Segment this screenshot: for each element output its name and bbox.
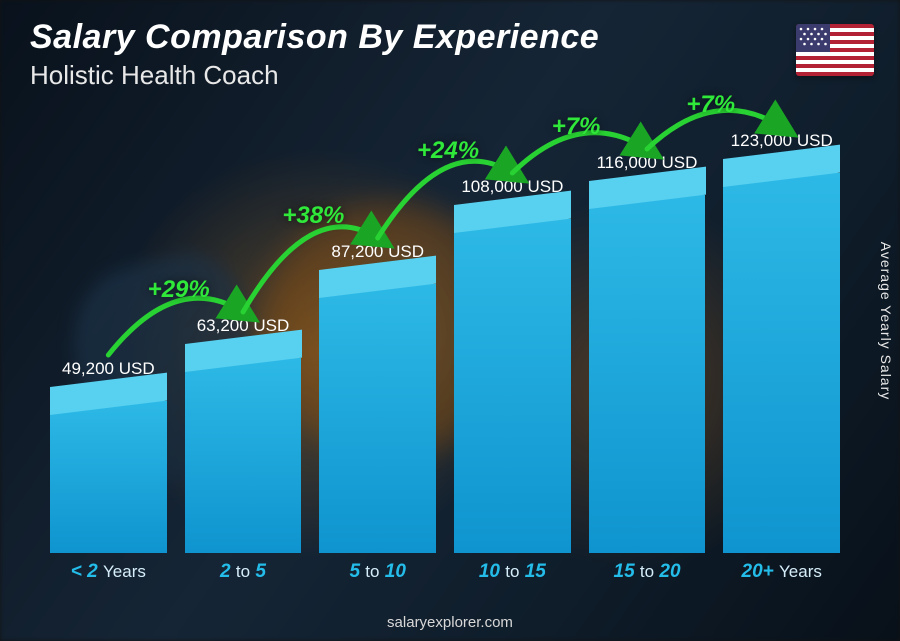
bar-0: 49,200 USD< 2 Years — [50, 359, 167, 553]
salary-bar-chart: 49,200 USD< 2 Years63,200 USD2 to 587,20… — [50, 120, 840, 581]
bar-column — [589, 195, 706, 553]
bar-x-label: 2 to 5 — [185, 561, 302, 583]
footer-site: salaryexplorer.com — [0, 614, 900, 631]
pct-increase-label: +7% — [552, 113, 601, 141]
bar-x-label: < 2 Years — [50, 561, 167, 583]
bar-2: 87,200 USD5 to 10 — [319, 242, 436, 553]
pct-increase-label: +7% — [686, 91, 735, 119]
bar-column — [454, 219, 571, 553]
pct-increase-label: +38% — [282, 202, 344, 230]
bar-1: 63,200 USD2 to 5 — [185, 316, 302, 553]
pct-increase-label: +29% — [148, 276, 210, 304]
bar-x-label: 10 to 15 — [454, 561, 571, 583]
bar-5: 123,000 USD20+ Years — [723, 131, 840, 553]
pct-increase-label: +24% — [417, 137, 479, 165]
bar-column — [50, 401, 167, 553]
us-flag-icon — [796, 24, 874, 76]
page-title: Salary Comparison By Experience — [30, 18, 599, 57]
bar-column — [723, 173, 840, 553]
bar-4: 116,000 USD15 to 20 — [589, 153, 706, 553]
content-layer: Salary Comparison By Experience Holistic… — [0, 0, 900, 641]
page-subtitle: Holistic Health Coach — [30, 60, 279, 91]
bar-column — [185, 358, 302, 553]
bar-column — [319, 284, 436, 553]
y-axis-label: Average Yearly Salary — [878, 241, 894, 400]
bar-3: 108,000 USD10 to 15 — [454, 177, 571, 553]
bar-x-label: 5 to 10 — [319, 561, 436, 583]
bar-x-label: 20+ Years — [723, 561, 840, 583]
bar-x-label: 15 to 20 — [589, 561, 706, 583]
